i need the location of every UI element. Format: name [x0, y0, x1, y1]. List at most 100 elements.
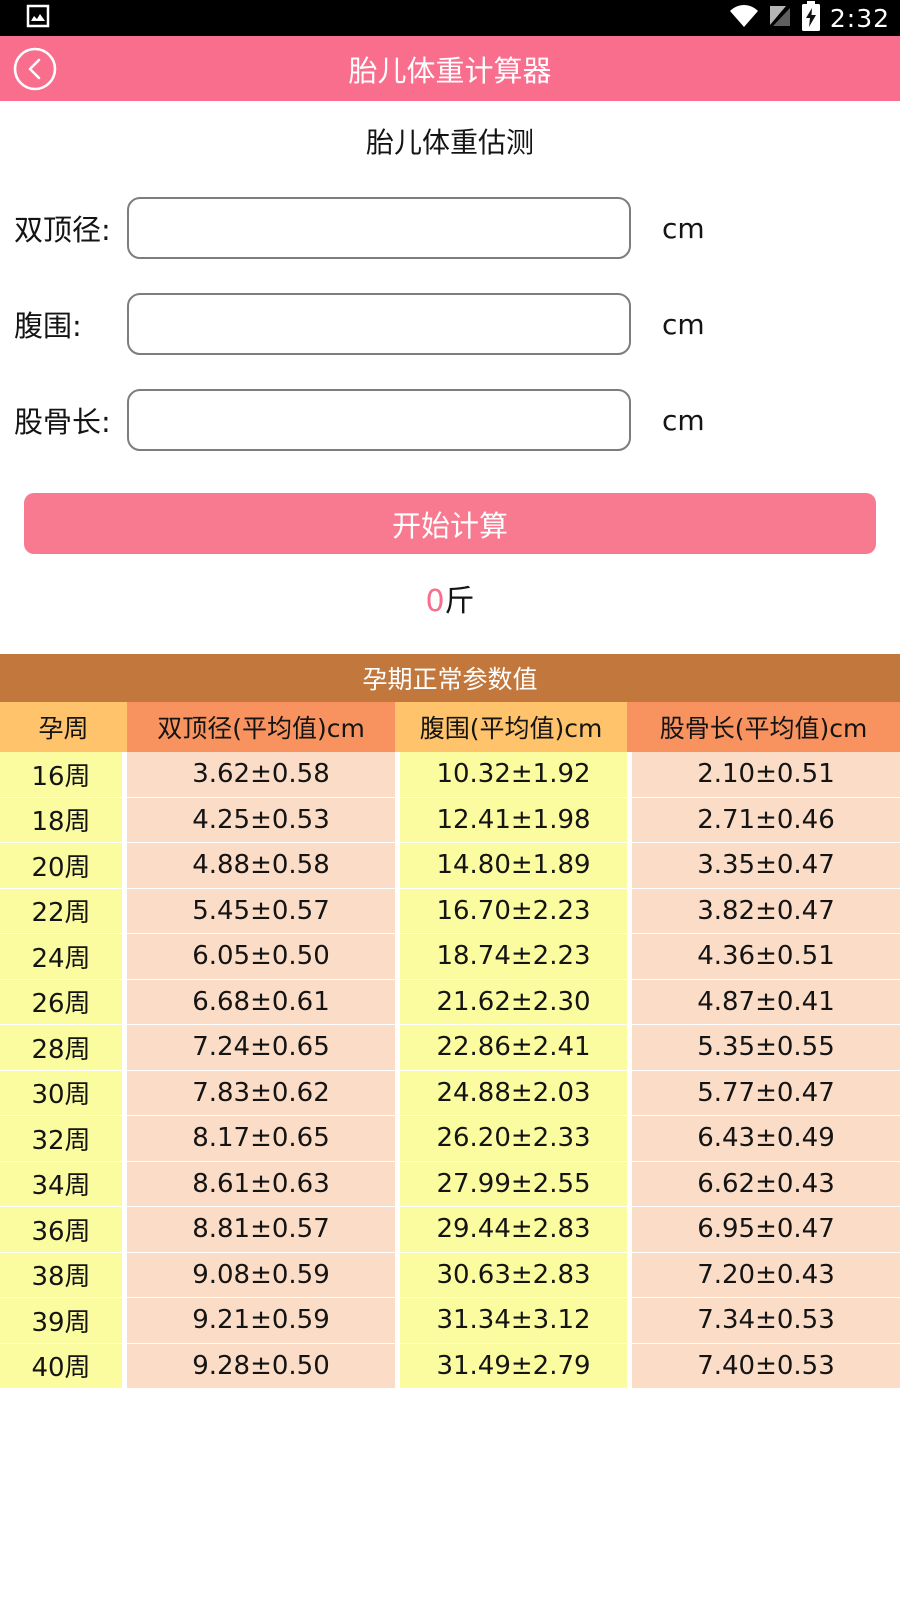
week-cell: 24周 — [0, 934, 122, 979]
table-header-row: 孕周 双顶径(平均值)cm 腹围(平均值)cm 股骨长(平均值)cm — [0, 702, 900, 752]
value-cell: 8.17±0.65 — [127, 1116, 395, 1161]
value-cell: 7.40±0.53 — [632, 1343, 900, 1388]
table-row: 22周 5.45±0.57 16.70±2.23 3.82±0.47 — [0, 888, 900, 933]
table-row: 32周 8.17±0.65 26.20±2.33 6.43±0.49 — [0, 1116, 900, 1161]
value-cell: 2.10±0.51 — [632, 752, 900, 797]
week-cell: 16周 — [0, 752, 122, 797]
no-sim-icon — [768, 4, 792, 32]
value-cell: 6.05±0.50 — [127, 934, 395, 979]
value-cell: 8.81±0.57 — [127, 1207, 395, 1252]
app-bar: 胎儿体重计算器 — [0, 36, 900, 101]
week-cell: 28周 — [0, 1025, 122, 1070]
table-row: 38周 9.08±0.59 30.63±2.83 7.20±0.43 — [0, 1252, 900, 1297]
ac-unit-label: cm — [662, 307, 705, 341]
value-cell: 12.41±1.98 — [400, 797, 627, 842]
field-row-bpd: 双顶径: cm — [14, 197, 900, 259]
page-title: 胎儿体重估测 — [365, 126, 534, 159]
calculate-button[interactable]: 开始计算 — [24, 493, 876, 554]
table-row: 40周 9.28±0.50 31.49±2.79 7.40±0.53 — [0, 1343, 900, 1388]
table-row: 16周 3.62±0.58 10.32±1.92 2.10±0.51 — [0, 752, 900, 797]
table-row: 20周 4.88±0.58 14.80±1.89 3.35±0.47 — [0, 843, 900, 888]
table-row: 30周 7.83±0.62 24.88±2.03 5.77±0.47 — [0, 1070, 900, 1115]
week-cell: 26周 — [0, 979, 122, 1024]
value-cell: 7.24±0.65 — [127, 1025, 395, 1070]
table-row: 26周 6.68±0.61 21.62±2.30 4.87±0.41 — [0, 979, 900, 1024]
value-cell: 8.61±0.63 — [127, 1161, 395, 1206]
value-cell: 3.35±0.47 — [632, 843, 900, 888]
value-cell: 9.28±0.50 — [127, 1343, 395, 1388]
table-row: 36周 8.81±0.57 29.44±2.83 6.95±0.47 — [0, 1207, 900, 1252]
header-week: 孕周 — [0, 702, 127, 752]
value-cell: 18.74±2.23 — [400, 934, 627, 979]
value-cell: 6.62±0.43 — [632, 1161, 900, 1206]
table-row: 18周 4.25±0.53 12.41±1.98 2.71±0.46 — [0, 797, 900, 842]
value-cell: 6.43±0.49 — [632, 1116, 900, 1161]
value-cell: 3.62±0.58 — [127, 752, 395, 797]
value-cell: 14.80±1.89 — [400, 843, 627, 888]
value-cell: 7.83±0.62 — [127, 1070, 395, 1115]
value-cell: 5.35±0.55 — [632, 1025, 900, 1070]
value-cell: 2.71±0.46 — [632, 797, 900, 842]
result-unit: 斤 — [444, 584, 475, 619]
value-cell: 7.20±0.43 — [632, 1252, 900, 1297]
table-row: 24周 6.05±0.50 18.74±2.23 4.36±0.51 — [0, 934, 900, 979]
value-cell: 16.70±2.23 — [400, 888, 627, 933]
table-row: 39周 9.21±0.59 31.34±3.12 7.34±0.53 — [0, 1298, 900, 1343]
battery-charging-icon — [801, 1, 821, 35]
value-cell: 9.21±0.59 — [127, 1298, 395, 1343]
value-cell: 4.25±0.53 — [127, 797, 395, 842]
week-cell: 38周 — [0, 1252, 122, 1297]
value-cell: 31.49±2.79 — [400, 1343, 627, 1388]
field-row-fl: 股骨长: cm — [14, 389, 900, 451]
table-body: 16周 3.62±0.58 10.32±1.92 2.10±0.51 18周 4.25±0… — [0, 752, 900, 1388]
value-cell: 29.44±2.83 — [400, 1207, 627, 1252]
table-title: 孕期正常参数值 — [0, 654, 900, 702]
value-cell: 27.99±2.55 — [400, 1161, 627, 1206]
header-bpd: 双顶径(平均值)cm — [127, 702, 395, 752]
week-cell: 30周 — [0, 1070, 122, 1115]
header-fl: 股骨长(平均值)cm — [627, 702, 900, 752]
fl-input[interactable] — [127, 389, 631, 451]
fl-label: 股骨长: — [14, 405, 111, 439]
status-bar: 2:32 — [0, 0, 900, 36]
value-cell: 26.20±2.33 — [400, 1116, 627, 1161]
value-cell: 10.32±1.92 — [400, 752, 627, 797]
back-button[interactable] — [12, 46, 58, 92]
result-line: 0斤 — [0, 581, 900, 623]
value-cell: 9.08±0.59 — [127, 1252, 395, 1297]
value-cell: 7.34±0.53 — [632, 1298, 900, 1343]
ac-input[interactable] — [127, 293, 631, 355]
wifi-icon — [729, 4, 759, 32]
week-cell: 34周 — [0, 1161, 122, 1206]
value-cell: 30.63±2.83 — [400, 1252, 627, 1297]
week-cell: 22周 — [0, 888, 122, 933]
value-cell: 21.62±2.30 — [400, 979, 627, 1024]
week-cell: 40周 — [0, 1343, 122, 1388]
chevron-left-circle-icon — [13, 47, 57, 91]
app-title: 胎儿体重计算器 — [348, 53, 552, 88]
week-cell: 36周 — [0, 1207, 122, 1252]
value-cell: 3.82±0.47 — [632, 888, 900, 933]
fl-unit-label: cm — [662, 403, 705, 437]
ac-label: 腹围: — [14, 309, 82, 343]
value-cell: 5.45±0.57 — [127, 888, 395, 933]
value-cell: 6.68±0.61 — [127, 979, 395, 1024]
field-row-ac: 腹围: cm — [14, 293, 900, 355]
image-notification-icon — [26, 4, 50, 32]
value-cell: 4.36±0.51 — [632, 934, 900, 979]
value-cell: 4.88±0.58 — [127, 843, 395, 888]
week-cell: 39周 — [0, 1298, 122, 1343]
bpd-label: 双顶径: — [14, 213, 111, 247]
bpd-input[interactable] — [127, 197, 631, 259]
table-row: 34周 8.61±0.63 27.99±2.55 6.62±0.43 — [0, 1161, 900, 1206]
header-ac: 腹围(平均值)cm — [395, 702, 627, 752]
parameter-table: 孕期正常参数值 孕周 双顶径(平均值)cm 腹围(平均值)cm 股骨长(平均值)… — [0, 654, 900, 1388]
week-cell: 18周 — [0, 797, 122, 842]
table-row: 28周 7.24±0.65 22.86±2.41 5.35±0.55 — [0, 1025, 900, 1070]
week-cell: 20周 — [0, 843, 122, 888]
bpd-unit-label: cm — [662, 211, 705, 245]
result-value: 0 — [425, 584, 445, 619]
value-cell: 4.87±0.41 — [632, 979, 900, 1024]
week-cell: 32周 — [0, 1116, 122, 1161]
status-time: 2:32 — [829, 3, 890, 33]
